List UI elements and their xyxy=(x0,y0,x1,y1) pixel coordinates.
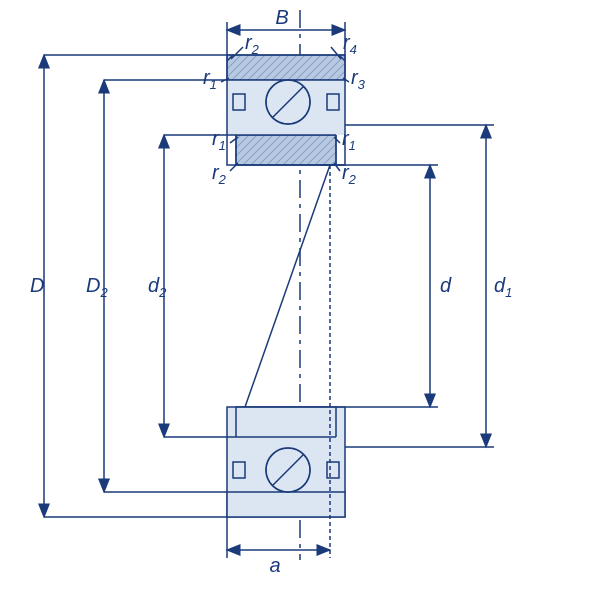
svg-text:D2: D2 xyxy=(86,275,108,300)
svg-text:r1: r1 xyxy=(203,67,217,92)
bearing-cross-section-diagram: BDD2d2dd1ar2r4r1r3r1r2r1r2 xyxy=(0,0,600,600)
svg-text:r2: r2 xyxy=(212,162,227,187)
svg-text:r4: r4 xyxy=(343,32,357,57)
svg-text:r1: r1 xyxy=(212,128,226,153)
svg-text:a: a xyxy=(269,555,280,577)
svg-text:r2: r2 xyxy=(245,32,260,57)
svg-text:D: D xyxy=(30,275,44,297)
svg-text:B: B xyxy=(275,7,288,29)
svg-text:r1: r1 xyxy=(342,128,356,153)
svg-text:d1: d1 xyxy=(494,275,512,300)
svg-text:r3: r3 xyxy=(351,67,366,92)
svg-text:d: d xyxy=(440,275,452,297)
